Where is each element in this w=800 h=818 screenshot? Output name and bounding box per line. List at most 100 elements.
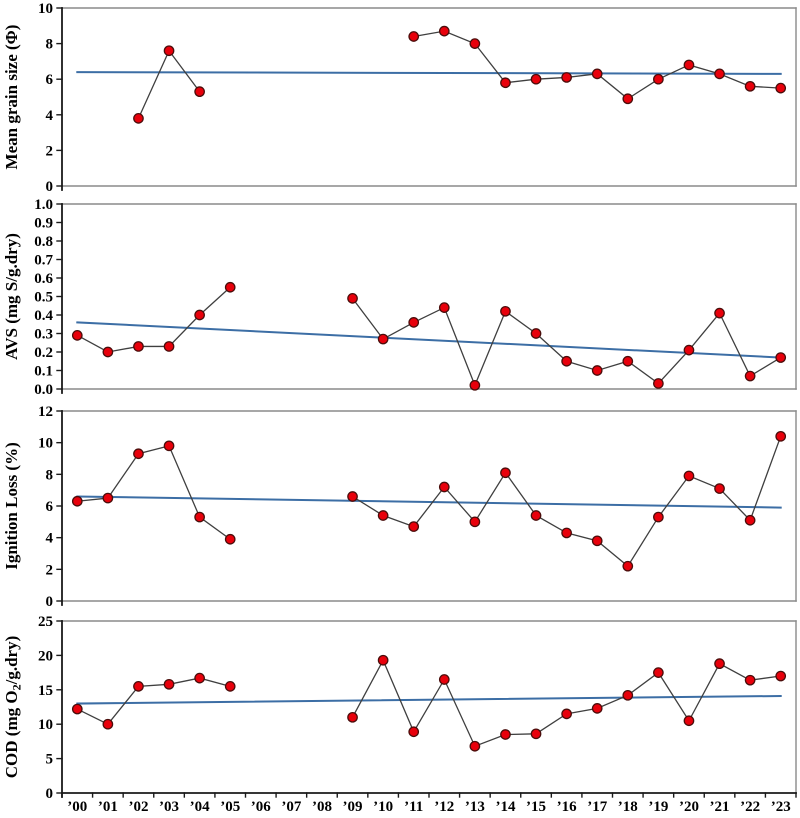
data-point (438, 302, 450, 313)
data-point (744, 514, 756, 526)
data-point (163, 440, 175, 452)
data-point (377, 510, 389, 521)
y-tick-label: 0 (46, 594, 54, 610)
data-point (561, 355, 572, 367)
data-point (714, 68, 725, 80)
data-point (530, 73, 542, 85)
trend-line (76, 694, 782, 705)
data-point (469, 38, 481, 49)
data-point (775, 352, 787, 363)
data-point (683, 715, 695, 727)
data-point (775, 82, 787, 94)
y-tick-label: 1.0 (34, 197, 53, 213)
data-point (347, 292, 358, 304)
data-point (561, 708, 572, 720)
data-point (163, 341, 175, 352)
x-tick-label: ’07 (281, 799, 301, 815)
x-tick-label: ’01 (98, 799, 118, 815)
data-point (744, 80, 756, 92)
data-point (683, 59, 695, 71)
x-tick-label: ’21 (710, 799, 730, 815)
data-point (133, 681, 144, 692)
data-line (76, 286, 231, 353)
y-tick-label: 0 (46, 786, 54, 802)
y-tick-label: 0.5 (34, 290, 53, 306)
data-point (71, 703, 83, 715)
x-tick-label: ’12 (434, 799, 454, 815)
y-tick-label: 8 (46, 467, 54, 483)
data-point (163, 45, 175, 57)
y-tick-label: 0 (46, 179, 54, 195)
data-line (137, 49, 201, 119)
x-tick-label: ’14 (495, 799, 515, 815)
y-axis-title: AVS (mg S/g.dry) (2, 233, 21, 360)
data-point (653, 511, 664, 523)
x-tick-label: ’11 (404, 799, 423, 815)
y-tick-label: 6 (46, 499, 54, 515)
y-tick-label: 10 (38, 717, 53, 733)
data-point (102, 346, 114, 358)
x-tick-label: ’05 (220, 799, 240, 815)
data-point (591, 365, 603, 376)
y-tick-label: 12 (38, 404, 53, 420)
data-point (469, 740, 481, 752)
data-line (77, 445, 231, 540)
data-point (530, 328, 542, 339)
y-axis-title: COD (mg O2/g.dry) (2, 636, 24, 778)
y-tick-label: 0.1 (34, 364, 53, 380)
data-point (591, 535, 603, 547)
y-tick-label: 0.2 (34, 345, 53, 361)
data-point (714, 658, 725, 670)
y-tick-label: 0.8 (34, 234, 53, 250)
data-point (500, 467, 511, 479)
data-point (683, 470, 695, 482)
x-tick-label: ’22 (740, 799, 760, 815)
y-tick-label: 5 (46, 752, 54, 768)
data-point (408, 31, 420, 42)
y-tick-label: 2 (46, 562, 54, 578)
data-point (102, 492, 114, 504)
panel-mean-grain-size: 0 2 4 6 8 10 Mean grain size (Φ) (2, 1, 797, 195)
y-tick-label: 4 (46, 531, 54, 547)
data-point (133, 448, 144, 460)
data-point (500, 77, 511, 89)
y-tick-label: 15 (38, 683, 53, 699)
y-tick-label: 10 (38, 436, 53, 452)
data-point (500, 729, 511, 740)
x-tick-label: ’06 (251, 799, 271, 815)
data-point (224, 281, 236, 293)
x-tick-label: ’08 (312, 799, 332, 815)
panel-cod: 0 5 10 15 20 25 ’00 ’01 ’02 ’03 ’04 ’05 ’06 ’07 ’08 ’09… (2, 614, 797, 815)
panel-ignition-loss: 0 2 4 6 8 10 12 Ignition Loss (%) (2, 404, 797, 610)
data-point (408, 521, 420, 532)
data-line (413, 30, 781, 100)
y-tick-label: 0.6 (34, 271, 53, 287)
data-point (683, 344, 695, 356)
x-tick-label: ’02 (128, 799, 148, 815)
data-point (561, 72, 572, 83)
data-point (438, 674, 450, 685)
y-axis-title: Ignition Loss (%) (2, 442, 21, 570)
data-point (622, 93, 634, 105)
data-point (224, 681, 236, 692)
data-point (775, 430, 787, 442)
x-tick-label: ’10 (373, 799, 393, 815)
x-tick-label: ’00 (67, 799, 87, 815)
y-tick-label: 0.4 (34, 308, 53, 324)
x-tick-label: ’04 (190, 799, 210, 815)
y-tick-label: 20 (38, 648, 53, 664)
data-point (744, 370, 756, 382)
data-point (133, 341, 144, 352)
x-tick-label: ’20 (679, 799, 699, 815)
y-tick-label: 10 (38, 1, 53, 17)
data-point (194, 86, 205, 98)
x-tick-label: ’23 (771, 799, 791, 815)
data-point (102, 718, 114, 730)
y-tick-label: 4 (46, 108, 54, 124)
data-line (77, 677, 231, 726)
data-point (530, 728, 542, 740)
data-point (438, 481, 450, 493)
data-point (653, 378, 664, 389)
x-tick-label: ’09 (343, 799, 363, 815)
